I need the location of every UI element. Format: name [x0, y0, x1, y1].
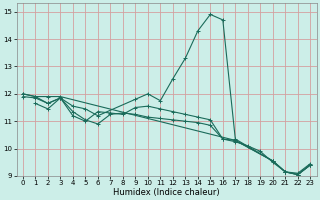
X-axis label: Humidex (Indice chaleur): Humidex (Indice chaleur): [113, 188, 220, 197]
